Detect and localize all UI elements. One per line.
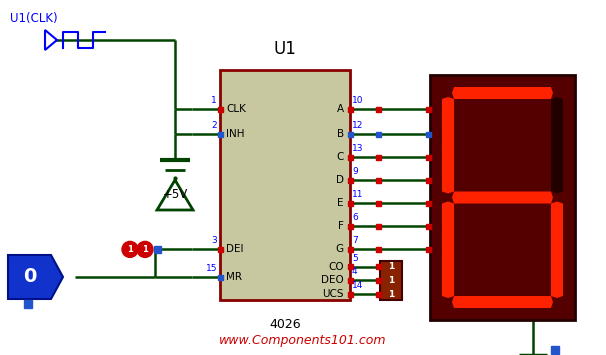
Text: 5: 5 [352, 254, 358, 263]
Bar [347, 264, 353, 269]
Polygon shape [452, 191, 553, 203]
Text: E: E [338, 198, 344, 208]
Bar [376, 132, 381, 137]
Text: 1: 1 [127, 245, 133, 254]
Bar [347, 224, 353, 229]
Bar [425, 178, 430, 183]
Text: CLK: CLK [226, 104, 246, 114]
Bar [425, 132, 430, 137]
Text: 1: 1 [388, 262, 394, 271]
Bar [376, 106, 381, 111]
Text: 15: 15 [205, 264, 217, 273]
Text: 13: 13 [352, 144, 364, 153]
Polygon shape [452, 87, 553, 99]
Circle shape [122, 241, 138, 257]
Polygon shape [442, 202, 454, 298]
Bar [425, 201, 430, 206]
Bar [376, 178, 381, 183]
Bar [376, 264, 381, 269]
Bar [376, 155, 381, 160]
Polygon shape [8, 255, 63, 299]
Text: UCS: UCS [322, 289, 344, 299]
Bar [425, 224, 430, 229]
Text: U1: U1 [273, 40, 296, 58]
Polygon shape [442, 97, 454, 193]
Text: MR: MR [226, 272, 242, 282]
Text: G: G [336, 244, 344, 255]
Bar [347, 278, 353, 283]
Bar [425, 106, 430, 111]
Polygon shape [452, 296, 553, 308]
Bar [153, 246, 161, 253]
Text: www.Components101.com: www.Components101.com [219, 334, 387, 347]
Text: 1: 1 [142, 245, 148, 254]
Bar [218, 106, 222, 111]
Bar [347, 292, 353, 297]
Polygon shape [551, 97, 563, 193]
Bar [347, 178, 353, 183]
Bar [347, 132, 353, 137]
Bar [347, 201, 353, 206]
Bar [376, 224, 381, 229]
Bar [425, 155, 430, 160]
Text: 14: 14 [352, 281, 364, 290]
Bar [218, 274, 222, 279]
Text: A: A [337, 104, 344, 114]
Bar [376, 247, 381, 252]
Text: 1: 1 [211, 96, 217, 105]
Text: DEO: DEO [321, 275, 344, 285]
Text: 7: 7 [352, 236, 358, 245]
Text: C: C [336, 152, 344, 162]
Text: 4: 4 [352, 267, 358, 277]
Text: 1: 1 [388, 276, 394, 285]
Bar [430, 75, 575, 320]
Text: B: B [337, 130, 344, 140]
Text: 4026: 4026 [269, 318, 301, 331]
Text: CO: CO [328, 262, 344, 272]
Text: 6: 6 [352, 213, 358, 222]
Bar [376, 292, 381, 297]
Bar [220, 70, 350, 300]
Bar [347, 155, 353, 160]
Bar [550, 346, 559, 354]
Text: INH: INH [226, 130, 244, 140]
Text: 1: 1 [388, 290, 394, 299]
Text: 3: 3 [211, 236, 217, 245]
Text: DEI: DEI [226, 244, 244, 255]
Bar [380, 261, 402, 300]
Bar [376, 201, 381, 206]
Text: 10: 10 [352, 96, 364, 105]
Circle shape [137, 241, 153, 257]
Text: D: D [336, 175, 344, 185]
Bar [376, 278, 381, 283]
Bar [347, 247, 353, 252]
Text: 2: 2 [211, 121, 217, 130]
Text: F: F [338, 222, 344, 231]
Bar [425, 247, 430, 252]
Text: 11: 11 [352, 190, 364, 200]
Text: +5V: +5V [162, 188, 188, 201]
Bar [24, 300, 32, 308]
Text: U1(CLK): U1(CLK) [10, 12, 58, 25]
Text: 0: 0 [23, 268, 36, 286]
Bar [347, 106, 353, 111]
Polygon shape [551, 202, 563, 298]
Text: 9: 9 [352, 168, 358, 176]
Bar [218, 132, 222, 137]
Text: 12: 12 [352, 121, 364, 130]
Bar [218, 247, 222, 252]
